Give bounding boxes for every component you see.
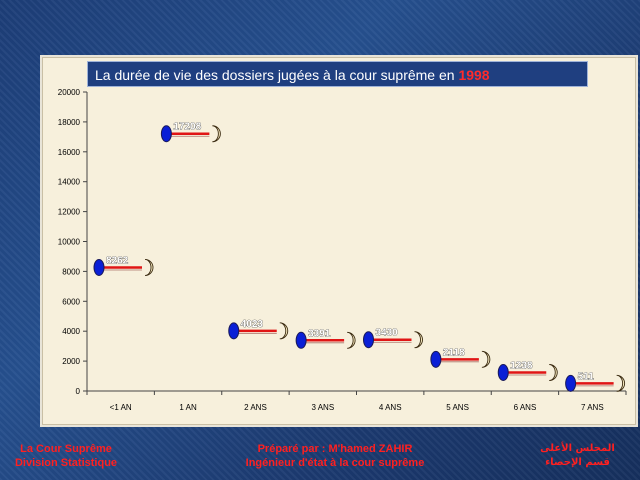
x-tick-label: 6 ANS <box>514 403 537 412</box>
x-tick-label: 4 ANS <box>379 403 402 412</box>
footer-left-line2: Division Statistique <box>14 457 118 469</box>
footer-right-line1: المجلس الأعلى <box>540 443 615 454</box>
x-tick-label: <1 AN <box>110 403 132 412</box>
y-tick-label: 18000 <box>58 118 81 127</box>
y-tick-label: 6000 <box>62 297 80 306</box>
data-point-marker <box>228 322 240 340</box>
y-tick-label: 0 <box>76 387 81 396</box>
crescent-marker <box>481 350 491 368</box>
chart-marks: 8262 17208 4023 3391 3430 2118 1238 511 <box>93 121 625 392</box>
chart-title-text: La durée de vie des dossiers jugées à la… <box>95 67 455 83</box>
y-tick-label: 10000 <box>58 238 81 247</box>
y-tick-label: 4000 <box>62 327 80 336</box>
data-label: 17208 <box>173 122 201 133</box>
data-label: 1238 <box>510 360 533 371</box>
data-label: 511 <box>578 371 595 382</box>
crescent-marker <box>414 331 423 349</box>
chart-title-year: 1998 <box>458 67 490 83</box>
y-tick-label: 14000 <box>58 178 81 187</box>
data-label: 2118 <box>443 347 465 358</box>
data-point-marker <box>363 331 374 349</box>
data-label: 3430 <box>376 328 399 339</box>
x-tick-label: 5 ANS <box>446 403 469 412</box>
crescent-marker <box>616 374 625 392</box>
y-tick-label: 20000 <box>58 88 81 97</box>
y-tick-label: 8000 <box>62 267 80 276</box>
footer-right: المجلس الأعلى قسم الإحصاء <box>520 442 635 470</box>
footer-center-line1: Préparé par : M'hamed ZAHIR <box>257 443 413 455</box>
chart-title: La durée de vie des dossiers jugées à la… <box>87 61 588 87</box>
footer-center: Préparé par : M'hamed ZAHIR Ingénieur d'… <box>215 442 455 470</box>
data-label: 3391 <box>308 328 331 339</box>
crescent-marker <box>279 322 289 340</box>
y-tick-label: 16000 <box>58 148 81 157</box>
y-tick-label: 2000 <box>62 357 80 366</box>
data-label: 8262 <box>106 255 129 266</box>
crescent-marker <box>144 259 154 276</box>
chart-axes: 0 2000 4000 6000 8000 10000 12000 14000 16000 180… <box>58 88 627 412</box>
x-tick-label: 7 ANS <box>581 403 604 412</box>
x-tick-label: 3 ANS <box>311 403 334 412</box>
footer-center-line2: Ingénieur d'état à la cour suprême <box>245 457 425 469</box>
footer-right-line2: قسم الإحصاء <box>545 457 610 468</box>
data-point-marker <box>565 374 577 392</box>
footer-left-line1: La Cour Suprême <box>20 443 112 455</box>
crescent-marker <box>212 125 221 143</box>
y-tick-label: 12000 <box>58 208 81 217</box>
data-point-marker <box>295 331 307 349</box>
x-tick-label: 2 ANS <box>244 403 267 412</box>
x-tick-label: 1 AN <box>179 403 197 412</box>
footer-left: La Cour Suprême Division Statistique <box>2 442 130 470</box>
data-point-marker <box>160 125 172 143</box>
chart-panel <box>40 55 638 427</box>
crescent-marker <box>347 331 356 349</box>
data-point-marker <box>497 363 509 381</box>
data-point-marker <box>93 258 105 276</box>
data-label: 4023 <box>241 319 264 330</box>
crescent-marker <box>549 364 558 381</box>
data-point-marker <box>430 350 442 368</box>
